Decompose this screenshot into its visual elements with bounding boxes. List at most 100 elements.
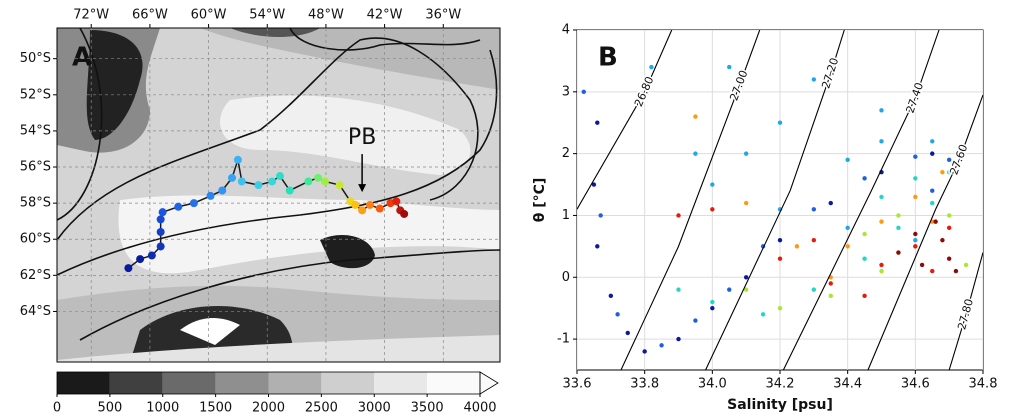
colorbar-swatch	[162, 372, 216, 394]
colorbar-tick-label: 3000	[358, 401, 391, 416]
data-point	[811, 237, 817, 243]
data-point	[862, 176, 867, 181]
data-point	[953, 268, 959, 274]
colorbar-swatch	[268, 372, 322, 394]
y-tick-label: 64°S	[20, 304, 51, 319]
y-tick-label: 4	[562, 23, 570, 38]
data-point	[777, 256, 783, 261]
float-position	[358, 206, 367, 215]
float-position	[335, 181, 344, 190]
data-point	[625, 330, 630, 336]
data-point	[913, 237, 918, 243]
data-point	[676, 287, 681, 292]
data-point	[743, 287, 749, 292]
panel-label: A	[72, 43, 92, 73]
data-point	[710, 299, 715, 305]
data-point	[828, 200, 833, 206]
data-point	[913, 194, 918, 200]
data-point	[581, 89, 586, 95]
data-point	[930, 268, 935, 274]
colorbar-tick-label: 2500	[305, 401, 338, 416]
colorbar-swatch	[109, 372, 163, 394]
isopycnal	[782, 30, 940, 370]
y-tick-label: 2	[562, 146, 570, 161]
data-point	[811, 77, 817, 82]
float-position	[156, 215, 165, 224]
float-position	[158, 208, 167, 217]
data-point	[777, 120, 783, 125]
isopycnal	[705, 30, 845, 370]
isopycnal-label: 27.00	[727, 68, 750, 102]
y-tick-label: 58°S	[20, 196, 51, 211]
y-axis-label: θ [°C]	[532, 178, 548, 223]
data-point	[693, 114, 698, 119]
data-point	[940, 237, 945, 243]
data-point	[913, 244, 918, 249]
data-point	[676, 336, 681, 342]
data-point	[649, 64, 654, 70]
x-axis-label: Salinity [psu]	[727, 397, 833, 413]
data-point	[862, 256, 867, 261]
data-point	[595, 244, 600, 249]
data-point	[608, 293, 614, 299]
float-position	[124, 264, 133, 273]
float-position	[400, 209, 409, 218]
data-point	[879, 194, 884, 200]
data-point	[642, 349, 647, 354]
data-point	[794, 244, 800, 249]
data-point	[615, 312, 620, 317]
float-position	[228, 173, 237, 182]
isopycnal-label: 27.80	[955, 297, 976, 331]
data-point	[693, 318, 698, 323]
float-position	[268, 177, 277, 186]
float-position	[320, 177, 329, 186]
data-point	[879, 268, 884, 274]
data-point	[879, 219, 884, 224]
data-point	[727, 287, 732, 292]
data-point	[659, 343, 664, 348]
data-point	[828, 281, 833, 286]
float-position	[189, 199, 198, 208]
data-point	[598, 213, 603, 218]
data-point	[743, 200, 749, 206]
data-point	[919, 262, 925, 268]
float-position	[314, 173, 323, 182]
data-point	[913, 231, 918, 237]
colorbar-tick-label: 4000	[463, 401, 496, 416]
data-point	[913, 154, 918, 159]
float-position	[375, 204, 384, 213]
data-point	[930, 200, 935, 206]
x-tick-label: 34.6	[901, 377, 930, 392]
colorbar-tick-label: 500	[97, 401, 122, 416]
data-point	[913, 176, 918, 181]
x-tick-label: 60°W	[191, 8, 227, 23]
data-point	[879, 139, 884, 144]
data-point	[930, 151, 935, 156]
data-point	[710, 207, 715, 212]
data-point	[710, 182, 715, 187]
data-point	[879, 108, 884, 113]
data-point	[743, 275, 749, 280]
data-point	[727, 64, 732, 70]
data-point	[896, 225, 901, 231]
float-position	[351, 200, 360, 209]
panel-label: B	[598, 43, 618, 73]
data-point	[595, 120, 600, 125]
data-point	[828, 293, 833, 299]
x-tick-label: 72°W	[73, 8, 109, 23]
isopycnal-label: 27.20	[819, 56, 841, 90]
x-tick-label: 48°W	[308, 8, 344, 23]
isopycnal	[577, 30, 673, 210]
x-tick-label: 54°W	[249, 8, 285, 23]
data-point	[940, 169, 945, 175]
data-point	[845, 244, 850, 249]
data-point	[963, 262, 969, 268]
colorbar-swatch	[374, 372, 428, 394]
data-point	[811, 287, 817, 292]
x-tick-label: 42°W	[367, 8, 403, 23]
float-position	[206, 191, 215, 200]
float-position	[285, 186, 294, 195]
x-tick-label: 33.6	[563, 377, 592, 392]
